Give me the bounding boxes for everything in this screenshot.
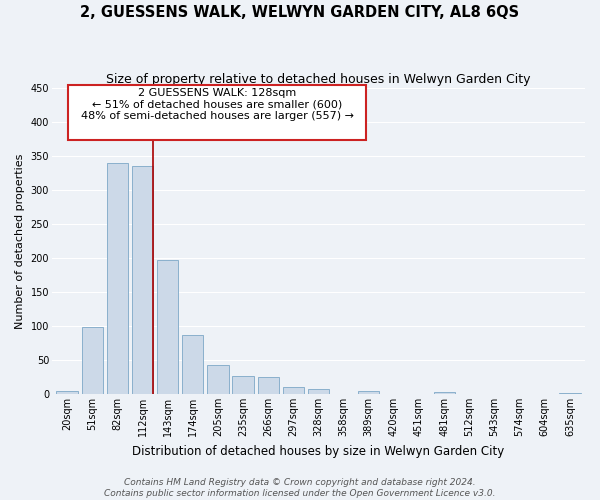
Bar bbox=[56, 390, 78, 394]
Bar bbox=[182, 335, 203, 394]
Bar bbox=[107, 163, 128, 394]
Bar bbox=[358, 390, 379, 394]
FancyBboxPatch shape bbox=[68, 85, 367, 140]
Bar bbox=[559, 392, 581, 394]
Y-axis label: Number of detached properties: Number of detached properties bbox=[15, 154, 25, 328]
Text: 2, GUESSENS WALK, WELWYN GARDEN CITY, AL8 6QS: 2, GUESSENS WALK, WELWYN GARDEN CITY, AL… bbox=[80, 5, 520, 20]
Text: Contains HM Land Registry data © Crown copyright and database right 2024.
Contai: Contains HM Land Registry data © Crown c… bbox=[104, 478, 496, 498]
Bar bbox=[257, 377, 279, 394]
Bar bbox=[434, 392, 455, 394]
Bar bbox=[207, 365, 229, 394]
Bar bbox=[82, 328, 103, 394]
Title: Size of property relative to detached houses in Welwyn Garden City: Size of property relative to detached ho… bbox=[106, 72, 531, 86]
Bar bbox=[308, 388, 329, 394]
Bar bbox=[132, 166, 153, 394]
X-axis label: Distribution of detached houses by size in Welwyn Garden City: Distribution of detached houses by size … bbox=[133, 444, 505, 458]
Text: 2 GUESSENS WALK: 128sqm
← 51% of detached houses are smaller (600)
48% of semi-d: 2 GUESSENS WALK: 128sqm ← 51% of detache… bbox=[81, 88, 354, 122]
Bar bbox=[157, 260, 178, 394]
Bar bbox=[232, 376, 254, 394]
Bar bbox=[283, 386, 304, 394]
